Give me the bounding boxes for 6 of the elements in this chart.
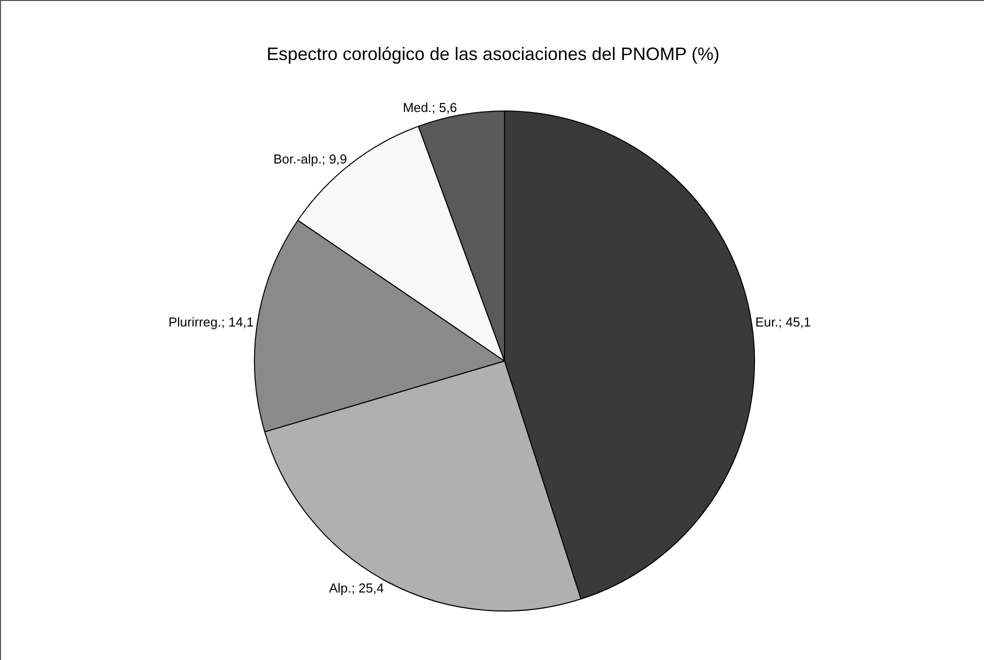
slice-label: Plurirreg.; 14,1: [168, 314, 254, 330]
slice-label: Bor.-alp.; 9,9: [273, 152, 348, 167]
slice-label: Eur.; 45,1: [755, 314, 811, 330]
slice-label: Med.; 5,6: [402, 100, 458, 116]
slice-label: Alp.; 25,4: [328, 580, 384, 596]
chart-title: Espectro corológico de las asociaciones del PNOMP (%): [266, 44, 720, 64]
